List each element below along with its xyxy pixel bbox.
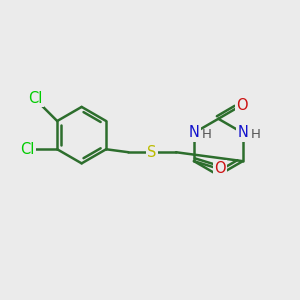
Text: Cl: Cl [20,142,35,157]
Text: N: N [237,125,248,140]
Text: S: S [148,145,157,160]
Text: H: H [251,128,261,141]
Text: Cl: Cl [28,91,43,106]
Text: O: O [214,161,226,176]
Text: O: O [236,98,248,113]
Text: H: H [202,128,212,141]
Text: N: N [188,125,199,140]
